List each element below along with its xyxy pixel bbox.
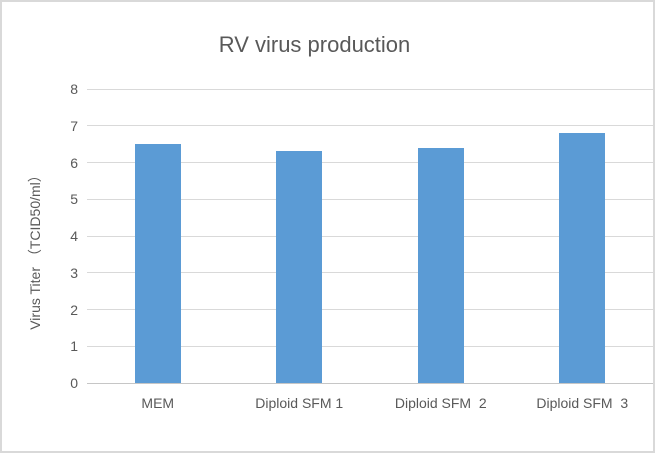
gridline (87, 345, 653, 347)
y-tick-label: 0 (70, 375, 78, 391)
y-tick-label: 5 (70, 191, 78, 208)
bar-diploid-sfm-2 (417, 147, 464, 383)
bar-mem (134, 144, 181, 383)
gridline (87, 272, 653, 274)
x-axis-line (87, 382, 653, 384)
gridline (87, 125, 653, 127)
plot-area (87, 88, 653, 384)
gridline (87, 88, 653, 90)
gridline (87, 162, 653, 163)
y-tick-label: 6 (70, 154, 78, 171)
y-tick-label: 1 (70, 338, 78, 355)
x-category-label: Diploid SFM 2 (394, 395, 487, 411)
gridline (87, 198, 653, 200)
y-tick-label: 2 (70, 301, 78, 318)
y-tick-label: 8 (70, 81, 78, 97)
chart-title: RV virus production (218, 32, 411, 57)
x-category-label: MEM (141, 395, 175, 411)
y-tick-label: 3 (70, 264, 78, 281)
bar-diploid-sfm-1 (276, 151, 323, 383)
y-axis-title: Virus Titer （TCID50/ml） (27, 168, 43, 330)
gridline (87, 235, 653, 237)
bar-diploid-sfm-3 (559, 133, 606, 383)
gridline (87, 309, 653, 310)
x-category-label: Diploid SFM 1 (255, 395, 344, 411)
x-category-label: Diploid SFM 3 (536, 395, 629, 411)
y-tick-label: 7 (70, 117, 78, 134)
y-tick-label: 4 (70, 228, 78, 244)
